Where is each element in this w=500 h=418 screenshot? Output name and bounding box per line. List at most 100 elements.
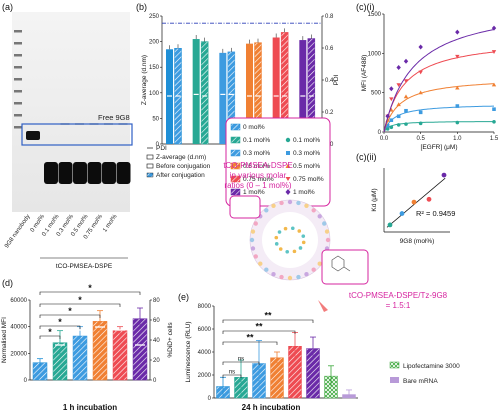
panel-c-ii-label: (c)(ii)	[356, 152, 377, 162]
d-ytick-label: 60000	[10, 298, 27, 304]
cii-xlabel: 9G8 (mol%)	[400, 238, 435, 245]
cargo-particle	[274, 235, 279, 240]
ci-ytick-label: 0	[378, 130, 382, 136]
b-y2tick-label: 0.4	[325, 78, 334, 84]
gel-lane-label: 1 mol%	[102, 213, 119, 233]
b-y2label: PDI	[333, 74, 340, 85]
ci-fit-curve	[383, 83, 495, 133]
gel-lane-label: 9G8 nanobody	[4, 214, 31, 250]
marker-square	[286, 151, 290, 155]
series-legend-swatch	[230, 123, 241, 131]
d-ytick-label: 0	[24, 378, 28, 384]
ci-point	[404, 108, 408, 113]
lipid-head	[296, 200, 301, 206]
panel-b: (b) 0501001502002500.00.20.40.60.8Z-aver…	[136, 2, 340, 207]
d-ytick-label: 20000	[10, 351, 27, 357]
series-legend-swatch	[230, 175, 241, 183]
ladder-band	[14, 90, 22, 93]
gel-band	[102, 162, 116, 184]
lipid-head	[287, 275, 293, 281]
lipid-head	[250, 229, 256, 234]
b-y2tick-label: 0.2	[325, 110, 334, 116]
series-legend-label: 0.75 mol%	[243, 176, 274, 183]
ladder-band	[14, 102, 22, 105]
series-legend-label: 0 mol%	[243, 124, 265, 131]
legend-pdi: PDI	[156, 145, 167, 152]
e-ytick-label: 8000	[198, 304, 212, 310]
ci-xtick-label: 1.5	[490, 136, 499, 142]
gel-band	[87, 162, 102, 184]
d-y2label: %DiD+ cells	[167, 322, 174, 358]
b-bar-before	[219, 52, 227, 144]
liposome-illustration-group: tCO-PMSEA-DSPE in various molar ratios (…	[223, 161, 448, 312]
b-series-legend: 0 mol% 0.1 mol% 0.3 mol% 0.5 mol% 0.75 mol% 1…	[225, 117, 331, 207]
series-legend-label: 0.75 mol%	[293, 176, 324, 183]
gel-ladder	[14, 30, 22, 129]
d-significance-label: *	[88, 283, 92, 293]
lipid-head	[264, 208, 269, 213]
cargo-particle	[283, 226, 288, 231]
d-y2tick-label: 0	[153, 378, 157, 384]
legend-lipofectamine-swatch	[389, 361, 400, 369]
ci-point	[403, 58, 409, 64]
d-significance-bracket	[39, 335, 61, 339]
panel-c-i-label: (c)(i)	[356, 2, 375, 12]
b-bar-before	[299, 40, 307, 145]
d-significance-label: *	[48, 327, 52, 337]
ci-point	[385, 123, 390, 128]
ci-fit-curve	[383, 51, 495, 133]
series-legend-label: 1 mol%	[293, 189, 315, 196]
ci-point	[418, 44, 423, 50]
d-ytick-label: 40000	[10, 325, 27, 331]
e-significance-label: ns	[238, 357, 244, 363]
b-bar-before	[272, 37, 280, 145]
series-legend-label: 0.5 mol%	[243, 163, 270, 170]
lipid-head	[317, 214, 322, 219]
molecule-structure-icon	[331, 255, 351, 272]
series-legend-label: 1 mol%	[243, 189, 265, 196]
e-significance-label: **	[264, 311, 272, 321]
d-significance-bracket	[39, 291, 141, 295]
panel-d: (d) 0 20000 40000 60000 0 20 40 60 80 Normalised …	[1, 278, 174, 412]
b-bar-before	[246, 43, 253, 145]
legend-lipofectamine: Lipofectamine 3000	[403, 363, 460, 370]
ci-point	[389, 125, 394, 130]
ladder-band	[14, 78, 22, 81]
free-9g8-box	[21, 123, 133, 146]
cii-point	[426, 196, 432, 202]
free-9g8-label: Free 9G8	[98, 113, 130, 122]
lipid-head	[317, 261, 322, 266]
ci-point	[385, 113, 390, 119]
e-significance-bracket	[222, 374, 242, 378]
ci-point	[396, 83, 401, 87]
lipid-head	[325, 237, 331, 243]
ci-point	[455, 85, 460, 90]
legend-before: Before conjugation	[156, 163, 211, 170]
series-legend-swatch	[230, 136, 241, 144]
legend-after-swatch	[146, 172, 154, 178]
cargo-particle	[301, 234, 306, 238]
cii-ylabel: Kd (μM)	[371, 188, 378, 211]
cii-point	[399, 211, 405, 216]
ci-point	[492, 119, 496, 124]
lipid-head	[279, 200, 284, 206]
e-ytick-label: 2000	[198, 373, 212, 379]
ci-point	[389, 86, 394, 92]
e-significance-bracket	[222, 341, 278, 345]
d-significance-bracket	[39, 314, 101, 318]
d-bar	[112, 330, 128, 381]
cii-point	[411, 199, 417, 205]
b-bar-after	[200, 41, 209, 145]
ci-point	[385, 127, 390, 131]
e-significance-bracket	[222, 330, 296, 334]
gel-band	[44, 162, 58, 184]
e-xlabel: 24 h incubation	[242, 403, 301, 412]
lipid-head	[296, 274, 301, 280]
e-significance-label: ns	[229, 370, 235, 376]
d-ylabel: Normalised MFI	[1, 317, 8, 363]
lipid-head	[311, 208, 316, 213]
legend-bare-mrna-swatch	[390, 377, 399, 383]
ci-point	[418, 70, 423, 75]
d-significance-bracket	[39, 303, 121, 307]
